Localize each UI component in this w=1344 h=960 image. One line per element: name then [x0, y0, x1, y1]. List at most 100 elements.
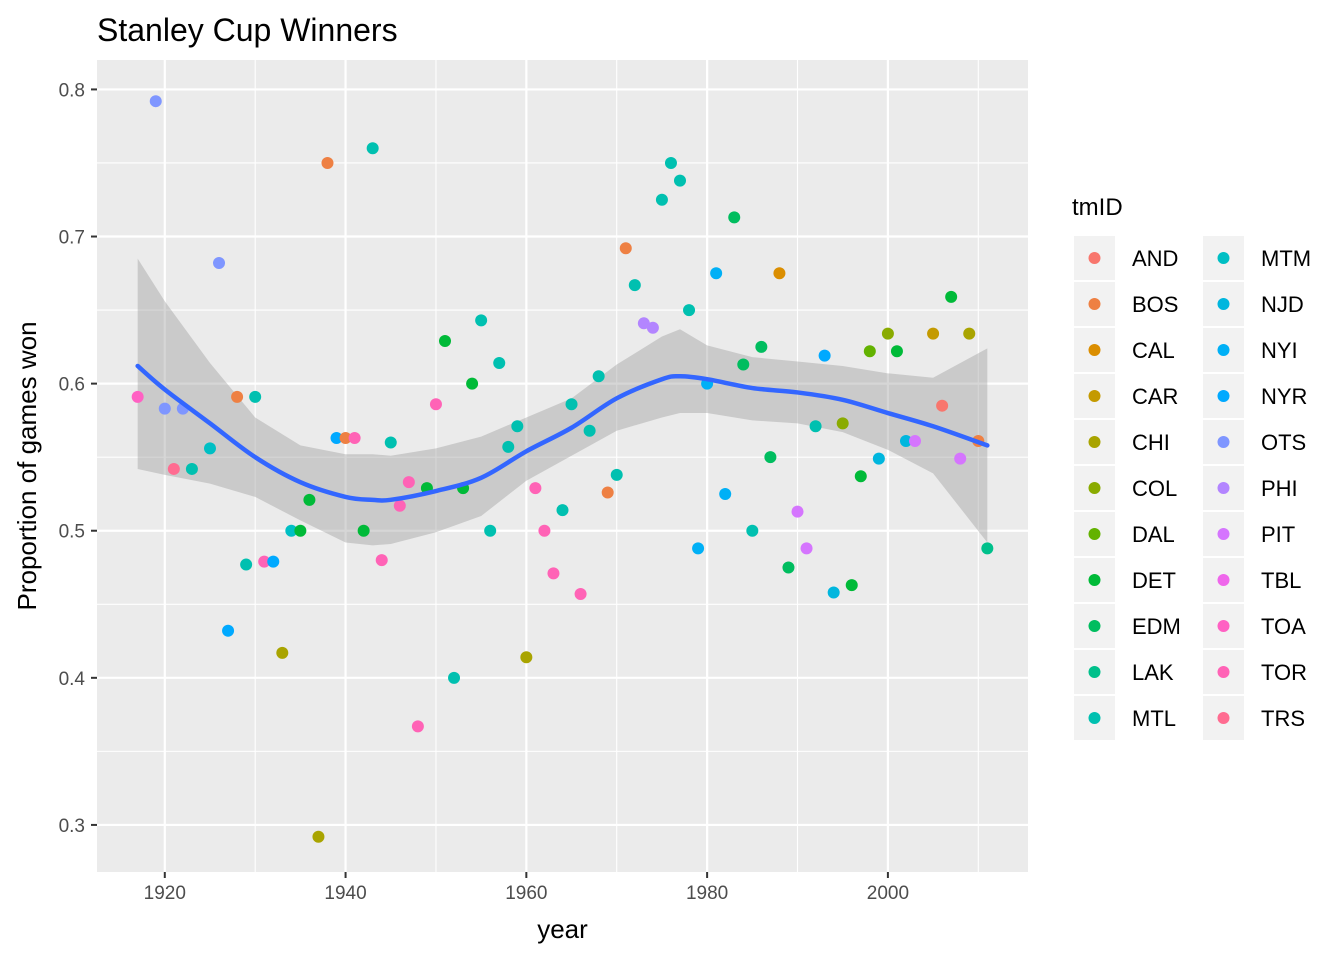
confidence-ribbon — [137, 258, 988, 546]
legend-item-bos: BOS — [1074, 282, 1178, 326]
point-det-1942 — [357, 524, 370, 537]
legend-key-dot — [1217, 528, 1230, 540]
point-mtl-1967 — [583, 424, 596, 437]
point-bos-1969 — [601, 486, 614, 499]
point-mtl-1972 — [628, 279, 641, 292]
point-mtl-1929 — [240, 558, 253, 571]
point-det-1936 — [303, 493, 316, 506]
legend-key-dot — [1217, 712, 1230, 724]
point-mtl-1976 — [664, 156, 677, 169]
legend-label: DAL — [1132, 522, 1175, 547]
legend-label: NYI — [1261, 338, 1298, 363]
point-nyr-1932 — [267, 555, 280, 568]
point-mtl-1975 — [655, 193, 668, 206]
legend-item-nyr: NYR — [1203, 374, 1307, 418]
y-axis-title: Proportion of games won — [12, 321, 42, 610]
point-edm-1986 — [755, 340, 768, 353]
point-bos-1928 — [231, 390, 244, 403]
point-mtl-1957 — [493, 357, 506, 370]
point-mtl-1958 — [502, 440, 515, 453]
x-tick-label: 1980 — [686, 883, 728, 904]
point-mtl-1978 — [683, 304, 696, 317]
legend-label: TRS — [1261, 706, 1305, 731]
point-mtl-1955 — [475, 314, 488, 327]
x-tick-label: 2000 — [867, 883, 909, 904]
point-tor-1948 — [411, 720, 424, 733]
point-phi-1973 — [637, 317, 650, 330]
point-tor-1946 — [393, 499, 406, 512]
point-lak-2011 — [981, 542, 994, 555]
legend-key-dot — [1088, 344, 1101, 356]
legend-label: EDM — [1132, 614, 1181, 639]
y-tick-label: 0.5 — [59, 522, 85, 543]
point-tor-1941 — [348, 432, 361, 445]
point-pit-1991 — [800, 542, 813, 555]
point-njd-1999 — [872, 452, 885, 465]
point-nyi-1979 — [692, 542, 705, 555]
point-nyi-1982 — [719, 487, 732, 500]
point-det-1997 — [854, 470, 867, 483]
legend-item-chi: CHI — [1074, 420, 1170, 464]
legend-key-dot — [1217, 298, 1230, 310]
legend-items: AND BOS CAL CAR CHI COL DAL DET EDM LAK MTL MTM NJD N… — [1074, 236, 1311, 740]
point-mtl-1959 — [511, 420, 524, 433]
point-mtl-1970 — [610, 468, 623, 481]
point-dal-1998 — [863, 345, 876, 358]
point-det-2001 — [890, 345, 903, 358]
legend-key-dot — [1088, 528, 1101, 540]
y-tick-label: 0.4 — [59, 669, 86, 690]
point-bos-1940 — [339, 432, 352, 445]
point-chi-1933 — [276, 646, 289, 659]
legend-item-mtm: MTM — [1203, 236, 1311, 280]
legend-label: LAK — [1132, 660, 1174, 685]
legend-label: PIT — [1261, 522, 1295, 547]
legend-item-mtl: MTL — [1074, 696, 1176, 740]
point-tor-1966 — [574, 587, 587, 600]
point-ots-1926 — [213, 257, 226, 269]
point-pit-2003 — [909, 434, 922, 447]
x-axis: 1920 1940 1960 1980 2000 — [144, 872, 909, 904]
point-mtl-1977 — [674, 174, 686, 187]
y-tick-label: 0.6 — [59, 375, 85, 396]
point-mtl-1964 — [556, 504, 569, 517]
point-ots-1920 — [158, 402, 171, 415]
legend-item-col: COL — [1074, 466, 1177, 510]
point-tor-1961 — [529, 482, 542, 495]
legend-label: MTM — [1261, 246, 1311, 271]
point-cal-1988 — [773, 267, 786, 280]
point-tor-1963 — [547, 567, 560, 580]
chart-title: Stanley Cup Winners — [97, 12, 398, 48]
point-chi-1937 — [312, 830, 325, 843]
legend-key-dot — [1088, 436, 1101, 448]
y-tick-label: 0.8 — [59, 80, 85, 101]
x-tick-label: 1960 — [505, 883, 547, 904]
point-pit-1990 — [791, 505, 804, 518]
point-mtl-1985 — [746, 524, 759, 537]
legend-key-dot — [1088, 252, 1101, 264]
legend-item-car: CAR — [1074, 374, 1178, 418]
point-tor-1947 — [402, 476, 415, 489]
point-nyi-1981 — [710, 267, 723, 280]
legend-key-dot — [1217, 620, 1230, 632]
legend-item-dal: DAL — [1074, 512, 1175, 556]
point-bos-1938 — [321, 156, 334, 169]
legend-key-dot — [1088, 390, 1101, 402]
point-and-2006 — [936, 399, 949, 412]
legend-key-dot — [1088, 574, 1101, 586]
legend-label: NJD — [1261, 292, 1304, 317]
legend-item-nyi: NYI — [1203, 328, 1298, 372]
point-mtl-1956 — [484, 524, 497, 537]
point-njd-2002 — [899, 434, 912, 447]
point-nyr-1927 — [222, 624, 235, 637]
legend-item-tbl: TBL — [1203, 558, 1301, 602]
point-mtl-1992 — [809, 420, 822, 433]
point-det-1996 — [845, 579, 858, 592]
legend-key-dot — [1088, 666, 1101, 678]
legend-label: PHI — [1261, 476, 1298, 501]
legend-label: TBL — [1261, 568, 1301, 593]
legend-label: TOA — [1261, 614, 1306, 639]
legend-item-ots: OTS — [1203, 420, 1306, 464]
point-mtl-1930 — [249, 390, 262, 403]
point-chi-1960 — [520, 651, 533, 664]
point-col-2000 — [881, 327, 894, 340]
